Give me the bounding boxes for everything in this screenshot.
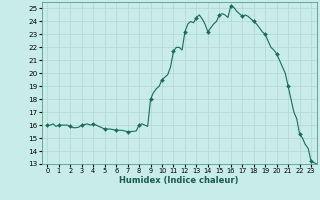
X-axis label: Humidex (Indice chaleur): Humidex (Indice chaleur) [119, 176, 239, 185]
